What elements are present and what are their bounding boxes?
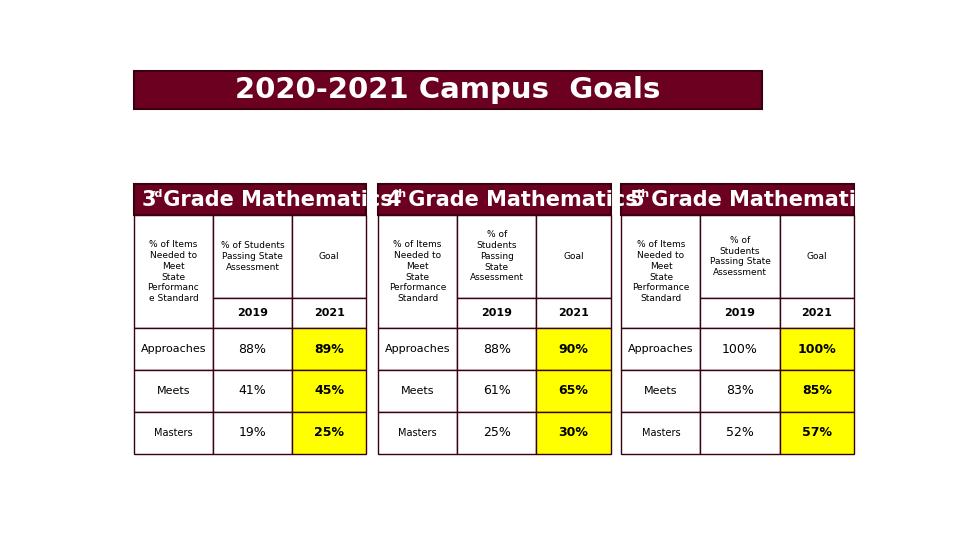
FancyBboxPatch shape (457, 370, 537, 412)
Text: Masters: Masters (155, 428, 193, 438)
Text: Grade Mathematics: Grade Mathematics (156, 190, 394, 210)
Text: % of
Students
Passing
State
Assessment: % of Students Passing State Assessment (469, 231, 523, 282)
FancyBboxPatch shape (134, 370, 213, 412)
FancyBboxPatch shape (134, 328, 213, 370)
FancyBboxPatch shape (213, 215, 292, 298)
FancyBboxPatch shape (292, 412, 367, 454)
Text: 88%: 88% (238, 343, 267, 356)
Text: 85%: 85% (802, 384, 831, 397)
FancyBboxPatch shape (378, 412, 457, 454)
FancyBboxPatch shape (780, 370, 854, 412)
Text: Approaches: Approaches (141, 344, 206, 354)
Text: 2019: 2019 (481, 308, 512, 318)
Text: 83%: 83% (726, 384, 754, 397)
FancyBboxPatch shape (537, 370, 611, 412)
Text: % of Items
Needed to
Meet
State
Performanc
e Standard: % of Items Needed to Meet State Performa… (148, 240, 200, 303)
FancyBboxPatch shape (134, 71, 761, 110)
Text: 2021: 2021 (314, 308, 345, 318)
FancyBboxPatch shape (378, 370, 457, 412)
FancyBboxPatch shape (134, 412, 213, 454)
Text: % of Items
Needed to
Meet
State
Performance
Standard: % of Items Needed to Meet State Performa… (389, 240, 446, 303)
Text: 2019: 2019 (237, 308, 268, 318)
Text: Meets: Meets (401, 386, 434, 396)
FancyBboxPatch shape (621, 328, 701, 370)
FancyBboxPatch shape (537, 328, 611, 370)
FancyBboxPatch shape (537, 215, 611, 298)
FancyBboxPatch shape (621, 412, 701, 454)
FancyBboxPatch shape (378, 328, 457, 370)
FancyBboxPatch shape (457, 412, 537, 454)
Text: Masters: Masters (641, 428, 681, 438)
FancyBboxPatch shape (780, 215, 854, 298)
Text: Goal: Goal (564, 252, 584, 261)
Text: % of Items
Needed to
Meet
State
Performance
Standard: % of Items Needed to Meet State Performa… (633, 240, 689, 303)
FancyBboxPatch shape (378, 184, 611, 215)
FancyBboxPatch shape (292, 328, 367, 370)
FancyBboxPatch shape (213, 412, 292, 454)
FancyBboxPatch shape (134, 215, 213, 328)
Text: 89%: 89% (314, 343, 344, 356)
FancyBboxPatch shape (780, 412, 854, 454)
FancyBboxPatch shape (457, 328, 537, 370)
Text: Approaches: Approaches (628, 344, 694, 354)
Text: Goal: Goal (319, 252, 340, 261)
Text: 4: 4 (386, 190, 400, 210)
Text: 5: 5 (629, 190, 644, 210)
FancyBboxPatch shape (537, 298, 611, 328)
Text: 100%: 100% (798, 343, 836, 356)
FancyBboxPatch shape (134, 184, 367, 215)
FancyBboxPatch shape (213, 370, 292, 412)
FancyBboxPatch shape (701, 370, 780, 412)
FancyBboxPatch shape (537, 412, 611, 454)
FancyBboxPatch shape (378, 215, 457, 328)
FancyBboxPatch shape (621, 215, 701, 328)
Text: 57%: 57% (802, 426, 831, 439)
Text: Meets: Meets (156, 386, 190, 396)
FancyBboxPatch shape (701, 215, 780, 298)
FancyBboxPatch shape (780, 328, 854, 370)
Text: 2021: 2021 (802, 308, 832, 318)
Text: Approaches: Approaches (385, 344, 450, 354)
FancyBboxPatch shape (780, 298, 854, 328)
FancyBboxPatch shape (292, 298, 367, 328)
Text: Meets: Meets (644, 386, 678, 396)
Text: % of Students
Passing State
Assessment: % of Students Passing State Assessment (221, 241, 284, 272)
FancyBboxPatch shape (457, 215, 537, 298)
Text: th: th (636, 189, 650, 199)
FancyBboxPatch shape (701, 328, 780, 370)
Text: 2019: 2019 (725, 308, 756, 318)
Text: 88%: 88% (483, 343, 511, 356)
Text: 52%: 52% (726, 426, 754, 439)
Text: rd: rd (150, 189, 163, 199)
FancyBboxPatch shape (621, 184, 854, 215)
Text: Masters: Masters (398, 428, 437, 438)
Text: % of
Students
Passing State
Assessment: % of Students Passing State Assessment (709, 236, 771, 277)
Text: 45%: 45% (314, 384, 345, 397)
Text: 25%: 25% (483, 426, 511, 439)
Text: Goal: Goal (806, 252, 827, 261)
FancyBboxPatch shape (292, 370, 367, 412)
Text: th: th (394, 189, 407, 199)
Text: Grade Mathematics: Grade Mathematics (644, 190, 880, 210)
FancyBboxPatch shape (457, 298, 537, 328)
FancyBboxPatch shape (701, 298, 780, 328)
Text: 30%: 30% (559, 426, 588, 439)
Text: 25%: 25% (314, 426, 345, 439)
Text: Grade Mathematics: Grade Mathematics (400, 190, 637, 210)
FancyBboxPatch shape (213, 328, 292, 370)
Text: 2020-2021 Campus  Goals: 2020-2021 Campus Goals (235, 76, 660, 104)
FancyBboxPatch shape (213, 298, 292, 328)
Text: 65%: 65% (559, 384, 588, 397)
Text: 3: 3 (142, 190, 156, 210)
Text: 2021: 2021 (558, 308, 588, 318)
FancyBboxPatch shape (701, 412, 780, 454)
FancyBboxPatch shape (292, 215, 367, 298)
FancyBboxPatch shape (621, 370, 701, 412)
Text: 61%: 61% (483, 384, 511, 397)
Text: 90%: 90% (559, 343, 588, 356)
Text: 19%: 19% (239, 426, 267, 439)
Text: 100%: 100% (722, 343, 758, 356)
Text: 41%: 41% (239, 384, 267, 397)
